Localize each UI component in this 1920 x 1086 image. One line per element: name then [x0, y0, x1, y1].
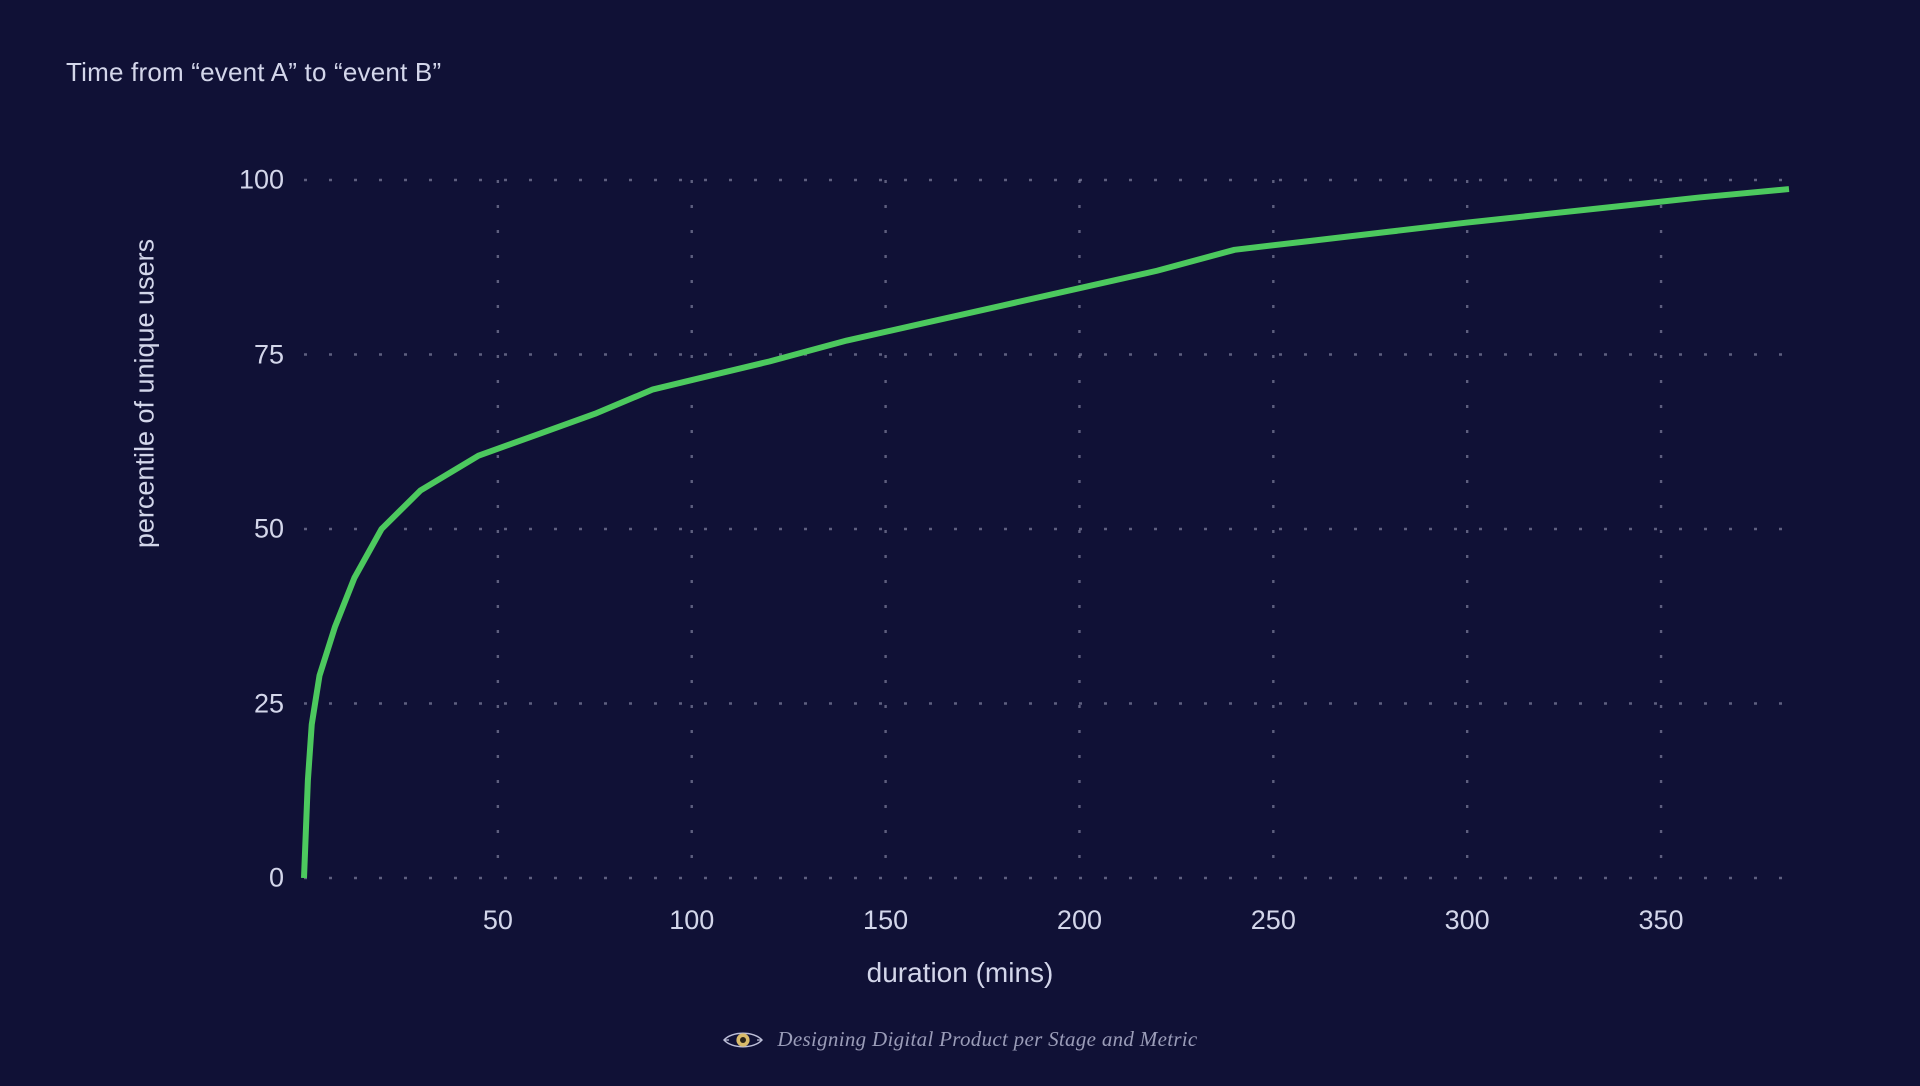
y-tick-label: 25	[253, 688, 284, 718]
footer-label: Designing Digital Product per Stage and …	[777, 1027, 1198, 1051]
x-tick-label: 250	[1250, 905, 1296, 935]
y-tick-label: 75	[253, 339, 284, 369]
chart-title: Time from “event A” to “event B”	[66, 57, 442, 87]
x-axis-title: duration (mins)	[866, 957, 1054, 988]
x-tick-label: 50	[482, 905, 513, 935]
x-tick-label: 100	[669, 905, 715, 935]
y-tick-label: 0	[268, 862, 284, 893]
x-tick-label: 300	[1444, 905, 1490, 935]
data-series-group	[301, 186, 1790, 879]
eye-icon	[722, 1028, 764, 1052]
x-tick-label: 350	[1638, 905, 1684, 935]
gridlines	[304, 178, 1789, 880]
x-tick-label: 150	[863, 905, 909, 935]
y-tick-label: 100	[238, 164, 284, 195]
data-line	[301, 186, 1790, 879]
x-tick-label: 200	[1056, 905, 1102, 935]
eye-icon-svg	[723, 1032, 764, 1047]
footer-watermark: Designing Digital Product per Stage and …	[0, 1027, 1920, 1052]
y-tick-label: 50	[253, 513, 284, 544]
